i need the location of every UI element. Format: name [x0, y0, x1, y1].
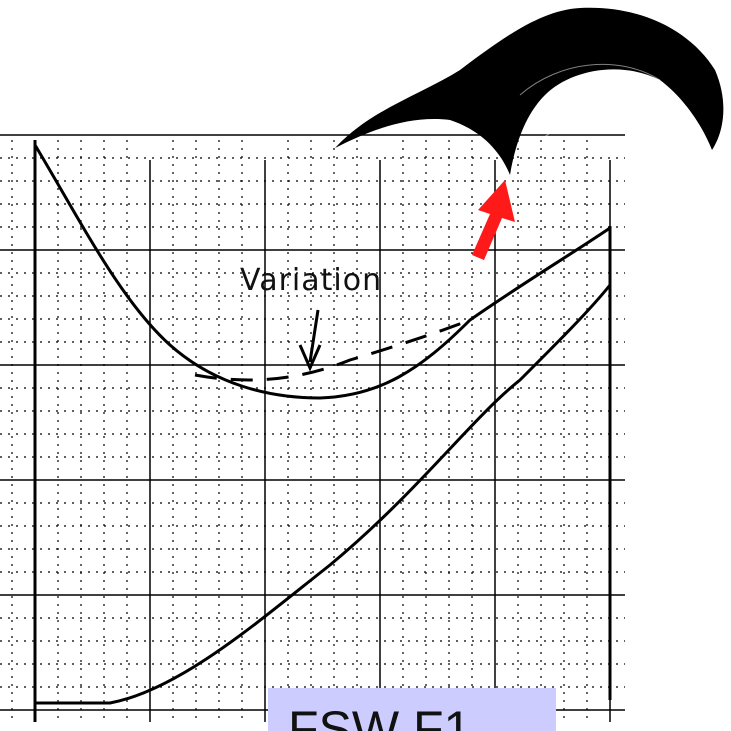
wing-mesh [519, 63, 696, 141]
variation-label: Variation [240, 263, 382, 298]
caption-box [268, 688, 556, 731]
variation-arrow [298, 309, 322, 372]
caption-label: FSW F1 [288, 701, 471, 731]
variation-curve [194, 320, 466, 382]
red-arrow [472, 180, 515, 260]
lower-curve [35, 284, 612, 705]
grid [0, 134, 625, 722]
upper-curve [33, 144, 611, 400]
wing-shape [335, 7, 724, 175]
